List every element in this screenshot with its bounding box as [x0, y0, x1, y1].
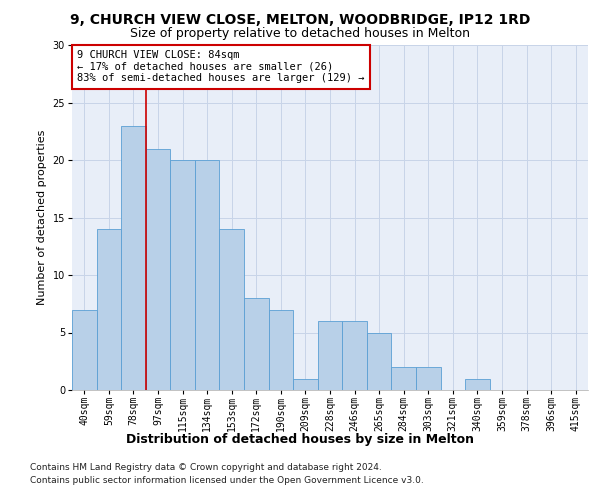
- Bar: [367, 332, 391, 390]
- Bar: [416, 367, 440, 390]
- Text: Distribution of detached houses by size in Melton: Distribution of detached houses by size …: [126, 432, 474, 446]
- Bar: [318, 321, 342, 390]
- Text: Contains public sector information licensed under the Open Government Licence v3: Contains public sector information licen…: [30, 476, 424, 485]
- Bar: [220, 229, 244, 390]
- Text: Contains HM Land Registry data © Crown copyright and database right 2024.: Contains HM Land Registry data © Crown c…: [30, 462, 382, 471]
- Y-axis label: Number of detached properties: Number of detached properties: [37, 130, 47, 305]
- Bar: [146, 148, 170, 390]
- Text: 9 CHURCH VIEW CLOSE: 84sqm
← 17% of detached houses are smaller (26)
83% of semi: 9 CHURCH VIEW CLOSE: 84sqm ← 17% of deta…: [77, 50, 365, 84]
- Bar: [170, 160, 195, 390]
- Bar: [72, 310, 97, 390]
- Text: 9, CHURCH VIEW CLOSE, MELTON, WOODBRIDGE, IP12 1RD: 9, CHURCH VIEW CLOSE, MELTON, WOODBRIDGE…: [70, 12, 530, 26]
- Bar: [195, 160, 220, 390]
- Bar: [293, 378, 318, 390]
- Bar: [342, 321, 367, 390]
- Bar: [121, 126, 146, 390]
- Bar: [97, 229, 121, 390]
- Bar: [244, 298, 269, 390]
- Text: Size of property relative to detached houses in Melton: Size of property relative to detached ho…: [130, 28, 470, 40]
- Bar: [465, 378, 490, 390]
- Bar: [269, 310, 293, 390]
- Bar: [391, 367, 416, 390]
